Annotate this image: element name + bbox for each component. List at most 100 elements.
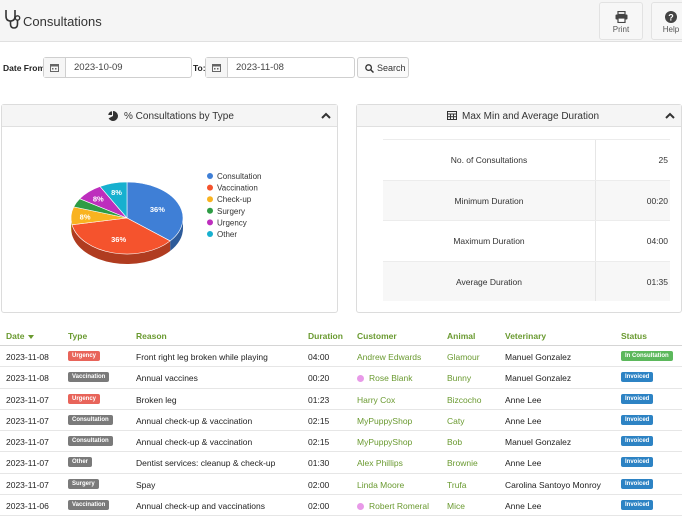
type-badge: Consultation bbox=[68, 436, 113, 447]
column-date[interactable]: Date bbox=[6, 331, 35, 341]
cell-veterinary: Anne Lee bbox=[505, 415, 542, 426]
table-row[interactable]: 2023-11-07 Urgency Broken leg 01:23 Harry Co… bbox=[0, 389, 682, 410]
stat-row: Minimum Duration 00:20 bbox=[383, 179, 670, 220]
animal-link[interactable]: Bob bbox=[447, 437, 463, 448]
table-row[interactable]: 2023-11-08 Urgency Front right leg broken … bbox=[0, 346, 682, 368]
type-badge: Vaccination bbox=[68, 372, 110, 383]
pie-slice-vaccination[interactable] bbox=[71, 217, 171, 255]
customer-link[interactable]: Andrew Edwards bbox=[357, 352, 421, 362]
search-button[interactable]: Search bbox=[357, 57, 409, 78]
customer-link[interactable]: MyPuppyShop bbox=[357, 437, 412, 447]
customer-name: Linda Moore bbox=[357, 479, 405, 490]
stat-row: Maximum Duration 04:00 bbox=[383, 220, 670, 261]
legend-swatch bbox=[207, 173, 213, 179]
legend-label-consultation[interactable]: Consultation bbox=[217, 172, 261, 181]
cell-veterinary: Anne Lee bbox=[505, 394, 542, 405]
legend-label-vaccination[interactable]: Vaccination bbox=[217, 184, 258, 193]
customer-link[interactable]: Linda Moore bbox=[357, 480, 404, 490]
collapse-icon[interactable] bbox=[665, 112, 675, 119]
table-row[interactable]: 2023-11-07 Consultation Annual check-up & … bbox=[0, 431, 682, 453]
table-row[interactable]: 2023-11-07 Consultation Annual check-up & … bbox=[0, 410, 682, 432]
cell-date: 2023-11-07 bbox=[6, 479, 49, 490]
date-to-input[interactable] bbox=[230, 60, 348, 75]
animal-link[interactable]: Mice bbox=[447, 501, 465, 512]
duration-stats-table: No. of Consultations 25 Minimum Duration 0… bbox=[383, 139, 670, 301]
legend-swatch bbox=[207, 207, 213, 214]
animal-link[interactable]: Caty bbox=[447, 415, 465, 426]
legend-swatch bbox=[207, 184, 213, 191]
cell-reason: Dentist services: cleanup & check-up bbox=[136, 458, 276, 469]
pie-slice-consultation[interactable] bbox=[126, 181, 184, 242]
cell-reason: Annual vaccines bbox=[136, 373, 198, 384]
animal-link[interactable]: Glamour bbox=[447, 352, 480, 362]
pie-slice-other[interactable] bbox=[99, 181, 128, 219]
stat-label: No. of Consultations bbox=[450, 155, 528, 165]
cell-veterinary: Carolina Santoyo Monroy bbox=[505, 479, 601, 490]
legend-label-check-up[interactable]: Check-up bbox=[217, 195, 252, 204]
column-date-label: Date bbox=[6, 331, 25, 341]
calendar-icon[interactable] bbox=[44, 58, 66, 77]
pie-data-label: 36% bbox=[111, 235, 126, 244]
customer-name: MyPuppyShop bbox=[357, 415, 413, 426]
animal-link[interactable]: Trufa bbox=[447, 479, 467, 490]
column-animal[interactable]: Animal bbox=[447, 331, 476, 341]
pie-data-label: 8% bbox=[93, 194, 104, 203]
legend-label-urgency[interactable]: Urgency bbox=[217, 218, 247, 227]
customer-name: Alex Phillips bbox=[357, 458, 403, 469]
column-veterinary[interactable]: Veterinary bbox=[505, 331, 547, 341]
pie-slice-side bbox=[170, 218, 183, 251]
type-badge: Urgency bbox=[68, 393, 101, 404]
cell-date: 2023-11-07 bbox=[6, 415, 49, 426]
cell-duration: 00:20 bbox=[308, 373, 330, 384]
cell-reason: Broken leg bbox=[136, 394, 177, 405]
customer-name: Andrew Edwards bbox=[357, 352, 422, 362]
cell-duration: 02:15 bbox=[308, 437, 330, 448]
animal-link[interactable]: Bunny bbox=[447, 373, 472, 384]
cell-reason: Annual check-up & vaccination bbox=[136, 415, 253, 426]
pie-chart-icon bbox=[108, 111, 118, 121]
cell-duration: 02:15 bbox=[308, 415, 330, 426]
animal-link[interactable]: Bizcocho bbox=[447, 394, 482, 405]
duration-stats-panel: Max Min and Average Duration No. of Cons… bbox=[356, 104, 682, 313]
customer-link[interactable]: MyPuppyShop bbox=[357, 416, 412, 426]
customer-link[interactable]: Robert Romeral bbox=[357, 501, 429, 511]
customer-link[interactable]: Rose Blank bbox=[357, 373, 412, 383]
animal-link[interactable]: Brownie bbox=[447, 458, 478, 469]
cell-veterinary: Manuel Gonzalez bbox=[505, 437, 572, 448]
customer-name: MyPuppyShop bbox=[357, 437, 413, 448]
table-body: 2023-11-08 Urgency Front right leg broken … bbox=[0, 346, 682, 517]
calendar-icon[interactable] bbox=[206, 58, 228, 77]
legend-swatch bbox=[207, 219, 213, 226]
cell-duration: 02:00 bbox=[308, 501, 330, 512]
date-to-field[interactable] bbox=[205, 57, 355, 78]
svg-text:?: ? bbox=[668, 13, 674, 23]
printer-icon bbox=[615, 11, 627, 23]
table-row[interactable]: 2023-11-07 Other Dentist services: cleanup… bbox=[0, 452, 682, 474]
legend-swatch bbox=[207, 231, 213, 237]
date-from-input[interactable] bbox=[68, 60, 186, 75]
pie-data-label: 36% bbox=[150, 205, 165, 214]
table-row[interactable]: 2023-11-06 Vaccination Annual check-up and… bbox=[0, 495, 682, 517]
column-duration[interactable]: Duration bbox=[308, 331, 343, 341]
page-title: Consultations bbox=[23, 14, 102, 29]
column-reason[interactable]: Reason bbox=[136, 331, 167, 341]
status-badge: Invoiced bbox=[621, 436, 654, 447]
legend-label-other[interactable]: Other bbox=[217, 230, 237, 239]
cell-date: 2023-11-08 bbox=[6, 373, 49, 384]
table-icon bbox=[447, 111, 457, 120]
print-button[interactable]: Print bbox=[599, 2, 643, 40]
cell-veterinary: Manuel Gonzalez bbox=[505, 373, 572, 384]
help-button[interactable]: ? Help bbox=[651, 2, 682, 40]
collapse-icon[interactable] bbox=[321, 112, 331, 119]
table-row[interactable]: 2023-11-07 Surgery Spay 02:00 Linda Moore Tru… bbox=[0, 474, 682, 496]
column-status[interactable]: Status bbox=[621, 331, 647, 341]
legend-label-surgery[interactable]: Surgery bbox=[217, 207, 245, 216]
customer-link[interactable]: Harry Cox bbox=[357, 395, 395, 405]
stat-label: Average Duration bbox=[456, 276, 522, 287]
customer-link[interactable]: Alex Phillips bbox=[357, 458, 403, 468]
customer-status-dot bbox=[357, 375, 364, 383]
column-type[interactable]: Type bbox=[68, 331, 88, 341]
column-customer[interactable]: Customer bbox=[357, 331, 397, 341]
table-row[interactable]: 2023-11-08 Vaccination Annual vaccines 00:2… bbox=[0, 367, 682, 389]
date-from-field[interactable] bbox=[43, 57, 192, 78]
